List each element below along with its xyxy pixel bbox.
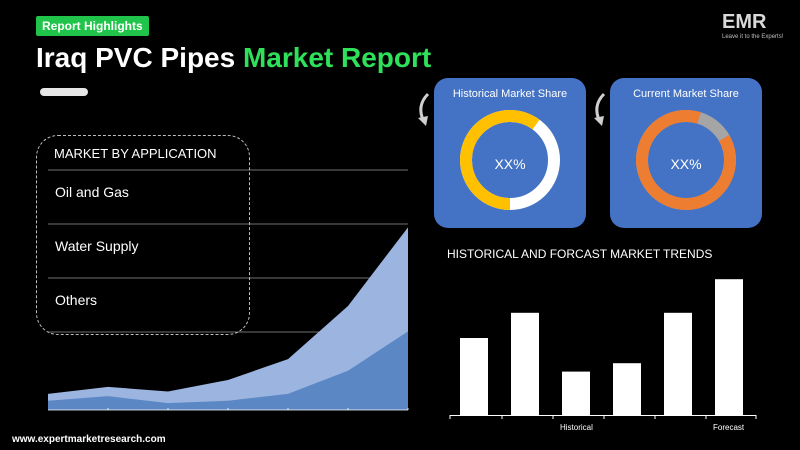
application-heading: MARKET BY APPLICATION bbox=[54, 146, 217, 161]
x-label-forecast: Forecast bbox=[713, 423, 745, 432]
current-share-value: XX% bbox=[670, 156, 702, 172]
historical-share-title: Historical Market Share bbox=[452, 88, 568, 100]
curved-arrow-icon bbox=[594, 92, 606, 126]
logo-mark: EMR bbox=[722, 11, 767, 33]
trend-chart-title: HISTORICAL AND FORCAST MARKET TRENDS bbox=[447, 247, 713, 261]
x-label-historical: Historical bbox=[560, 423, 593, 432]
page-title: Iraq PVC Pipes Market Report bbox=[36, 42, 431, 74]
current-share-donut bbox=[636, 110, 736, 210]
trend-bar-chart bbox=[449, 279, 757, 419]
trend-bar-4 bbox=[613, 363, 641, 415]
application-item-others: Others bbox=[55, 292, 98, 308]
trend-bar-1 bbox=[460, 338, 488, 415]
application-item-oil-gas: Oil and Gas bbox=[55, 184, 129, 200]
title-main: Iraq PVC Pipes bbox=[36, 42, 243, 73]
trend-bar-5 bbox=[664, 312, 692, 415]
historical-share-card: Historical Market Share XX% bbox=[434, 78, 586, 228]
area-series-2 bbox=[48, 331, 408, 410]
logo-tagline: Leave it to the Experts! bbox=[722, 34, 784, 40]
area-series-1 bbox=[48, 227, 408, 410]
trend-bar-6 bbox=[715, 279, 743, 415]
title-highlight: Market Report bbox=[242, 42, 432, 73]
website-url[interactable]: www.expertmarketresearch.com bbox=[12, 434, 166, 445]
curved-arrow-icon bbox=[418, 92, 430, 126]
title-underline-pill bbox=[40, 88, 88, 96]
current-share-title: Current Market Share bbox=[633, 88, 739, 100]
current-share-card: Current Market Share XX% bbox=[610, 78, 762, 228]
trend-bar-3 bbox=[562, 371, 590, 415]
historical-share-value: XX% bbox=[494, 156, 526, 172]
application-panel bbox=[36, 135, 250, 335]
trend-bar-2 bbox=[511, 312, 539, 415]
application-item-water-supply: Water Supply bbox=[55, 238, 139, 254]
emr-logo: EMR Leave it to the Experts! bbox=[722, 12, 784, 48]
historical-share-donut bbox=[460, 110, 560, 210]
report-highlights-badge: Report Highlights bbox=[36, 16, 149, 36]
